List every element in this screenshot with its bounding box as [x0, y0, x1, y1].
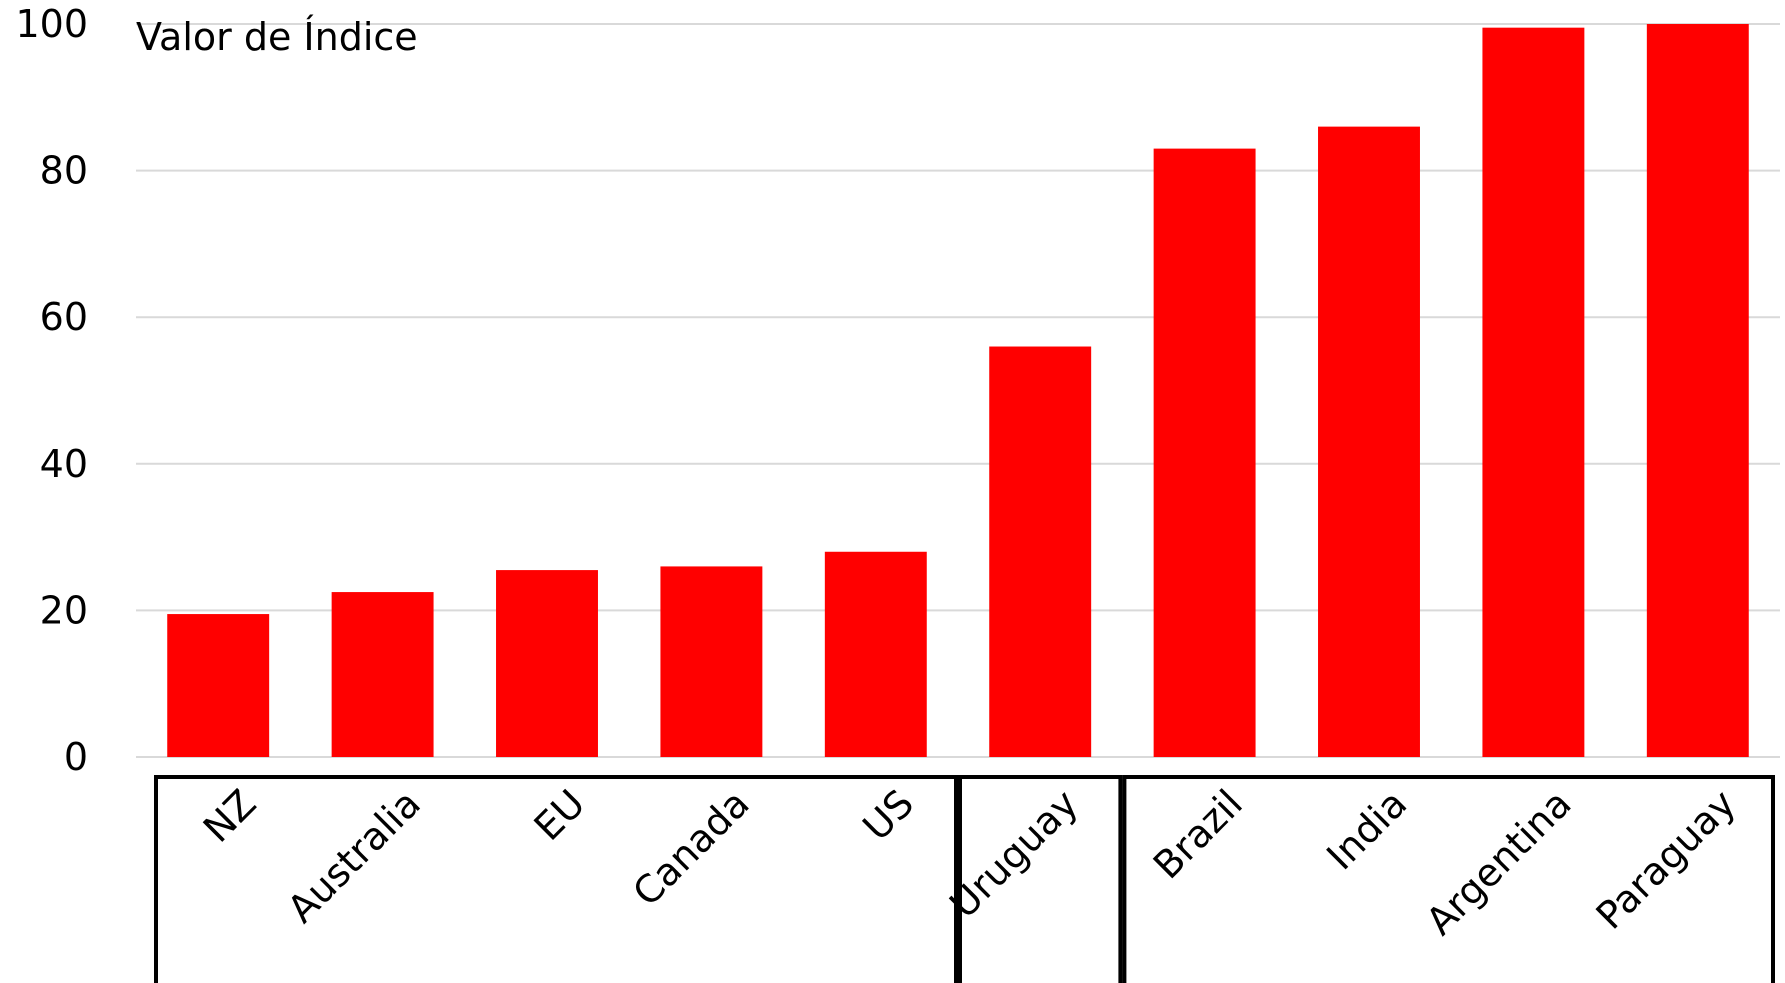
x-tick-label: NZ — [195, 781, 265, 851]
y-axis-label: Valor de Índice — [136, 15, 418, 59]
x-tick-label: Argentina — [1418, 781, 1580, 943]
x-tick-label: Australia — [279, 781, 429, 931]
x-tick-label: US — [854, 781, 922, 849]
y-tick-label: 20 — [40, 588, 88, 632]
y-tick-label: 40 — [40, 442, 88, 486]
bar-nz — [167, 614, 270, 757]
bar-uruguay — [989, 346, 1092, 757]
bar-india — [1318, 126, 1420, 758]
x-tick-label: Canada — [624, 781, 757, 914]
category-group-box — [154, 775, 958, 983]
x-tick-label: Brazil — [1145, 781, 1251, 887]
bar-us — [824, 551, 927, 757]
bar-paraguay — [1646, 24, 1749, 757]
y-tick-label: 80 — [40, 149, 88, 193]
bar-brazil — [1153, 148, 1256, 758]
bar-australia — [331, 592, 434, 757]
y-tick-label: 0 — [64, 735, 88, 779]
y-tick-label: 100 — [15, 2, 88, 46]
x-axis-labels: NZ Australia EU Canada US Uruguay Brazil India A… — [195, 781, 1744, 943]
bars — [167, 24, 1749, 758]
x-tick-label: Paraguay — [1588, 781, 1745, 938]
y-axis-ticks: 0 20 40 60 80 100 — [15, 2, 88, 779]
category-group-boxes — [154, 775, 1775, 983]
x-tick-label: Uruguay — [941, 781, 1086, 926]
category-group-box — [958, 775, 1123, 983]
x-tick-label: EU — [526, 781, 594, 849]
category-group-box — [1122, 775, 1775, 983]
x-tick-label: India — [1318, 781, 1415, 878]
bar-canada — [660, 566, 763, 757]
y-tick-label: 60 — [40, 295, 88, 339]
bar-eu — [496, 570, 598, 757]
bar-argentina — [1482, 27, 1585, 758]
